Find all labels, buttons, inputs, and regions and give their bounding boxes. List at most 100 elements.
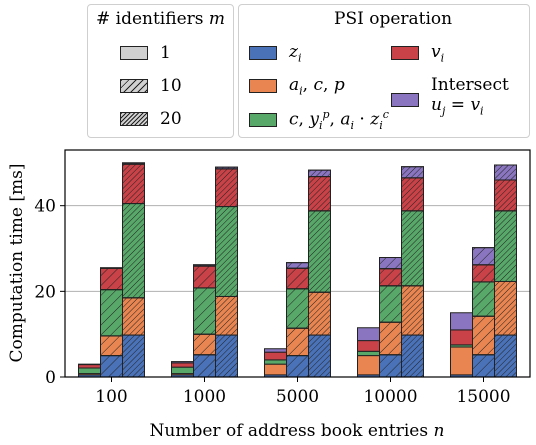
bar-segment-hatch	[193, 354, 216, 378]
bar-segment-hatch	[379, 257, 402, 270]
bar-segment-hatch	[472, 264, 495, 283]
legend-swatch-vi	[391, 46, 419, 61]
bar-segment-hatch	[308, 291, 331, 336]
x-axis-label-text: Number of address book entries	[150, 421, 434, 441]
legend-swatch-hatch20	[120, 112, 148, 126]
bar-segment-hatch	[494, 280, 517, 336]
legend-identifier-10-label: 10	[160, 76, 182, 96]
bar-segment	[357, 355, 380, 376]
bar-segment-hatch	[472, 315, 495, 356]
x-tick-label: 5000	[276, 387, 319, 407]
y-tick-label: 0	[45, 368, 56, 388]
bar-segment-hatch	[472, 281, 495, 317]
bar-segment-hatch	[100, 289, 123, 337]
bar-segment-hatch	[494, 334, 517, 378]
legend-swatch-plain	[120, 46, 148, 60]
bar-segment-hatch	[100, 355, 123, 378]
bar-segment-hatch	[100, 335, 123, 357]
y-axis-label: Computation time [ms]	[7, 164, 27, 363]
bar-segment-hatch	[215, 334, 238, 378]
legend-op-intersect-label: Intersect uj = vi	[431, 75, 509, 118]
legend-op-aicp-label: ai, c, p	[289, 75, 345, 98]
bar-segment-hatch	[286, 262, 309, 269]
bar-segment	[171, 366, 194, 375]
legend-op-cyp: c, yip, ai · zic	[249, 108, 389, 132]
bar-segment-hatch	[401, 210, 424, 287]
legend-identifier-20: 20	[120, 109, 182, 129]
x-axis-label: Number of address book entries n	[150, 421, 445, 441]
bar-segment-hatch	[494, 164, 517, 181]
bar-segment-hatch	[122, 297, 145, 336]
bar-segment-hatch	[193, 264, 216, 267]
bar-segment-hatch	[193, 333, 216, 356]
bar-segment	[171, 362, 194, 368]
legend-operations: PSI operation zi ai, c, p c, yip, ai · z…	[238, 4, 530, 138]
bar-segment-hatch	[122, 163, 145, 205]
x-tick-label: 15000	[456, 387, 510, 407]
bar-segment-hatch	[215, 295, 238, 336]
x-axis-label-var: n	[433, 421, 444, 441]
bar-segment-hatch	[401, 334, 424, 378]
bar-segment	[357, 340, 380, 352]
y-tick-label: 40	[34, 197, 56, 217]
legend-swatch-intersect	[391, 93, 419, 107]
bar-segment	[264, 348, 287, 353]
legend-identifier-10: 10	[120, 76, 182, 96]
legend-identifiers-title: # identifiers m	[96, 9, 225, 29]
bar-segment	[264, 359, 287, 365]
bar-segment-hatch	[308, 210, 331, 293]
legend-swatch-cyp	[249, 113, 277, 128]
legend-identifier-1-label: 1	[160, 43, 171, 63]
bar-segment-hatch	[401, 285, 424, 336]
bar-segment-hatch	[308, 169, 331, 178]
bar-segment-hatch	[494, 210, 517, 282]
legend-op-zi-label: zi	[289, 42, 302, 65]
bar-segment-hatch	[379, 268, 402, 287]
bar-segment	[78, 364, 101, 369]
x-tick-label: 1000	[183, 387, 226, 407]
x-tick-label: 100	[95, 387, 127, 407]
bar-segment-hatch	[286, 267, 309, 290]
legend-op-cyp-label: c, yip, ai · zic	[289, 108, 389, 133]
legend-op-intersect: Intersect uj = vi	[391, 75, 509, 121]
legend-identifiers-title-var: m	[208, 9, 226, 29]
bar-segment-hatch	[215, 166, 238, 170]
bar-segment-hatch	[100, 267, 123, 291]
bar-segment-hatch	[286, 355, 309, 378]
legend-op-zi: zi	[249, 42, 302, 64]
bar-segment-hatch	[379, 321, 402, 356]
bar-segment	[450, 329, 473, 346]
bar-segment-hatch	[379, 285, 402, 323]
legend-op-vi-label: vi	[431, 42, 445, 65]
bar-segment-hatch	[122, 203, 145, 299]
bar-segment	[357, 327, 380, 342]
legend-swatch-hatch10	[120, 79, 148, 93]
bar-segment	[171, 361, 194, 364]
bar-segment	[264, 363, 287, 376]
bar-segment	[264, 351, 287, 361]
bar-segment-hatch	[379, 354, 402, 378]
legend-op-aicp: ai, c, p	[249, 75, 345, 97]
legend-identifier-1: 1	[120, 43, 171, 63]
legend-swatch-zi	[249, 46, 277, 61]
bar-segment-hatch	[193, 287, 216, 335]
bar-segment-hatch	[308, 176, 331, 212]
legend-identifier-20-label: 20	[160, 109, 182, 129]
bar-segment-hatch	[286, 327, 309, 357]
bar-segment-hatch	[401, 177, 424, 212]
legend-operations-title: PSI operation	[334, 9, 453, 29]
bar-segment	[357, 350, 380, 357]
bar-segment-hatch	[472, 354, 495, 378]
legend-identifiers-title-text: # identifiers	[96, 9, 209, 29]
bar-segment-hatch	[193, 265, 216, 289]
bar-segment	[450, 346, 473, 376]
bar-segment-hatch	[494, 179, 517, 212]
bar-segment-hatch	[122, 334, 145, 378]
y-tick-label: 20	[34, 282, 56, 302]
bar-segment	[78, 367, 101, 375]
bar-segment-hatch	[472, 247, 495, 266]
legend-op-vi: vi	[391, 42, 444, 64]
bar-segment	[450, 312, 473, 331]
axis-ticks: 0 20 40 100 1000 5000 10000 15000	[34, 197, 510, 407]
